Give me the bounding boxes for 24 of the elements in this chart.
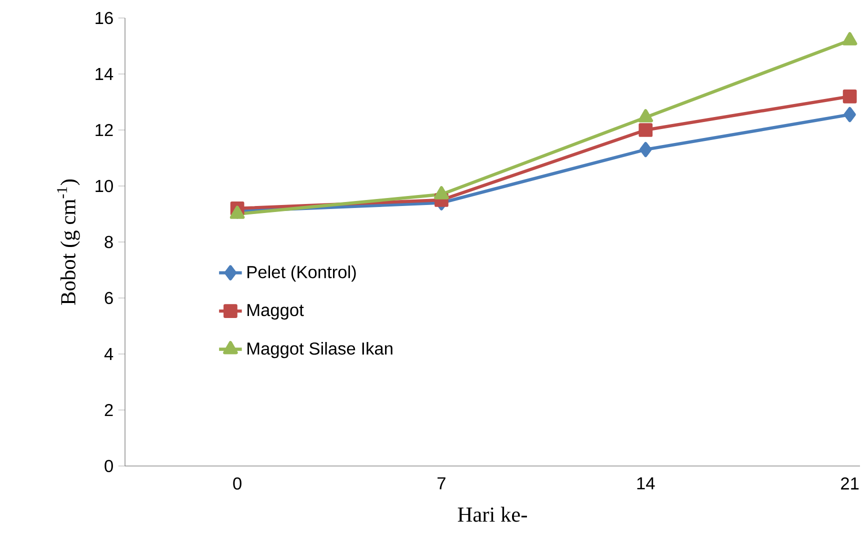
legend-label: Maggot Silase Ikan (248, 342, 392, 358)
y-tick-label: 8 (104, 236, 113, 248)
y-axis-title: Bobot (g cm$^{-1}$) (57, 180, 80, 305)
x-axis-title: Hari ke- (458, 506, 527, 522)
x-tick-label: 21 (841, 477, 859, 490)
y-tick-label: 6 (104, 292, 113, 304)
legend-label: Maggot (248, 304, 304, 320)
y-tick-label: 10 (96, 180, 113, 192)
point (842, 89, 857, 104)
x-tick-label: 14 (637, 477, 655, 490)
x-tick-label: 0 (233, 477, 242, 490)
y-tick-label: 12 (96, 124, 113, 136)
point (844, 107, 856, 122)
y-tick-label: 4 (104, 348, 114, 360)
legend-label: Pelet (Kontrol) (248, 266, 356, 282)
point (638, 109, 654, 122)
point (638, 123, 653, 137)
y-tick-label: 16 (96, 12, 113, 24)
x-tick-label: 7 (438, 477, 446, 490)
y-tick-label: 2 (104, 404, 113, 416)
y-tick-label: 14 (96, 68, 114, 80)
point (640, 142, 652, 158)
y-tick-label: 0 (104, 460, 113, 472)
point (842, 32, 858, 46)
